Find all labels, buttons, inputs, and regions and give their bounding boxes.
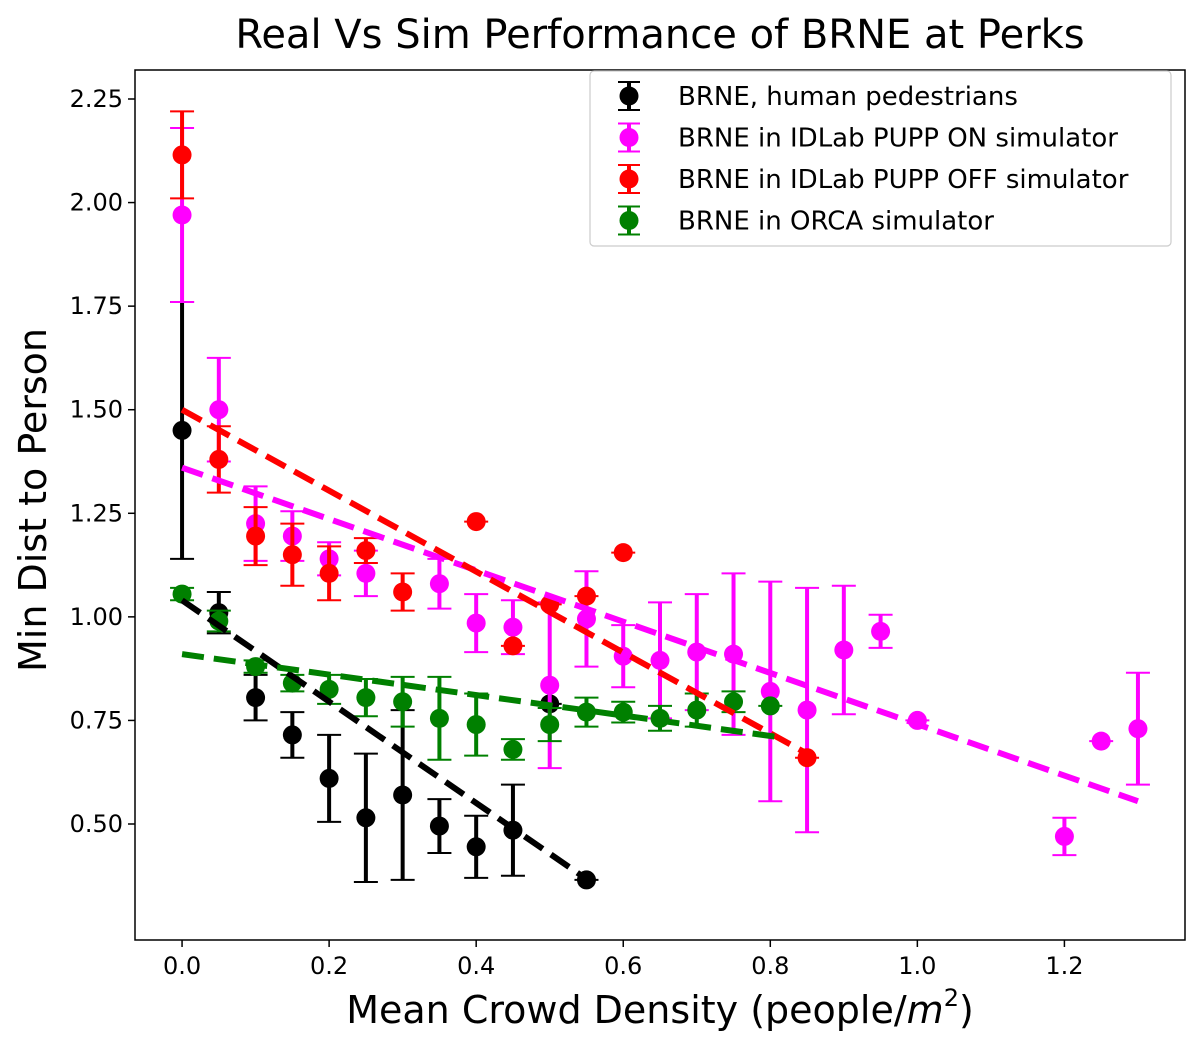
data-point: [503, 636, 523, 656]
series-0: [170, 301, 599, 890]
legend-marker: [619, 128, 639, 147]
fit-line-1: [181, 464, 1139, 805]
x-tick-label: 0.2: [310, 952, 348, 980]
data-point: [172, 584, 192, 604]
data-point: [466, 837, 486, 857]
y-tick-label: 2.25: [70, 85, 123, 113]
data-point: [1091, 731, 1111, 751]
x-axis-title: Mean Crowd Density (people/m2): [346, 984, 974, 1032]
x-axis-title-exponent: 2: [944, 984, 959, 1012]
legend-label: BRNE, human pedestrians: [678, 82, 1018, 112]
data-point: [282, 725, 302, 745]
data-point: [613, 543, 633, 563]
data-point: [540, 715, 560, 735]
x-axis-title-text: Mean Crowd Density (people/: [346, 988, 907, 1032]
fit-line-3: [181, 651, 779, 740]
y-tick-label: 1.75: [70, 292, 123, 320]
data-point: [466, 715, 486, 735]
data-point: [760, 681, 780, 701]
x-tick-label: 1.0: [898, 952, 936, 980]
data-point: [797, 700, 817, 720]
x-tick-label: 1.2: [1045, 952, 1083, 980]
y-tick-label: 2.00: [70, 189, 123, 217]
data-point: [576, 609, 596, 629]
data-point: [576, 586, 596, 606]
series-2: [170, 110, 820, 768]
x-tick-label: 0.4: [457, 952, 495, 980]
data-point: [356, 688, 376, 708]
data-point: [1128, 719, 1148, 739]
plot-area: [170, 110, 1150, 890]
data-point: [319, 768, 339, 788]
legend-label: BRNE in IDLab PUPP OFF simulator: [678, 165, 1129, 195]
fit-line-0: [180, 597, 596, 887]
data-point: [393, 582, 413, 602]
data-point: [246, 688, 266, 708]
y-axis: 0.50 0.75 1.00 1.25 1.50 1.75 2.00 2.25: [70, 85, 135, 838]
legend: BRNE, human pedestrians BRNE in IDLab PUP…: [589, 70, 1172, 247]
data-point: [429, 816, 449, 836]
data-point: [356, 541, 376, 561]
plot-frame: [134, 69, 1186, 941]
data-point: [319, 679, 339, 699]
x-tick-label: 0.6: [604, 952, 642, 980]
fit-line-2: [180, 407, 809, 757]
data-point: [871, 621, 891, 641]
data-point: [466, 613, 486, 633]
y-tick-label: 1.50: [70, 396, 123, 424]
data-point: [503, 739, 523, 759]
data-point: [209, 400, 229, 420]
data-point: [246, 526, 266, 546]
legend-label: BRNE in ORCA simulator: [678, 207, 994, 237]
x-axis: 0.0 0.2 0.4 0.6 0.8 1.0 1.2: [163, 940, 1083, 980]
legend-label: BRNE in IDLab PUPP ON simulator: [678, 124, 1118, 154]
legend-marker: [619, 86, 639, 106]
data-point: [724, 692, 744, 712]
data-point: [172, 420, 192, 440]
data-point: [209, 449, 229, 469]
data-point: [687, 700, 707, 720]
data-point: [760, 696, 780, 716]
data-point: [1054, 826, 1074, 846]
data-point: [172, 205, 192, 225]
data-point: [393, 692, 413, 712]
data-point: [356, 563, 376, 583]
y-axis-title: Min Dist to Person: [11, 328, 55, 672]
legend-box: [589, 70, 1172, 247]
data-point: [650, 650, 670, 670]
data-point: [393, 785, 413, 805]
x-tick-label: 0.0: [163, 952, 201, 980]
data-point: [356, 808, 376, 828]
x-tick-label: 0.8: [751, 952, 789, 980]
legend-marker: [619, 211, 639, 230]
data-point: [429, 708, 449, 728]
legend-marker: [619, 169, 639, 189]
x-axis-title-close: ): [959, 988, 974, 1032]
y-tick-label: 1.25: [70, 499, 123, 527]
chart-title: Real Vs Sim Performance of BRNE at Perks: [235, 12, 1084, 58]
data-point: [172, 145, 192, 165]
data-point: [282, 545, 302, 565]
data-point: [429, 574, 449, 594]
x-axis-title-unit: m: [907, 988, 944, 1032]
y-tick-label: 0.75: [70, 706, 123, 734]
data-point: [834, 640, 854, 660]
data-point: [319, 563, 339, 583]
data-point: [540, 675, 560, 695]
y-tick-label: 1.00: [70, 603, 123, 631]
data-point: [466, 512, 486, 532]
data-point: [503, 617, 523, 637]
y-tick-label: 0.50: [70, 810, 123, 838]
